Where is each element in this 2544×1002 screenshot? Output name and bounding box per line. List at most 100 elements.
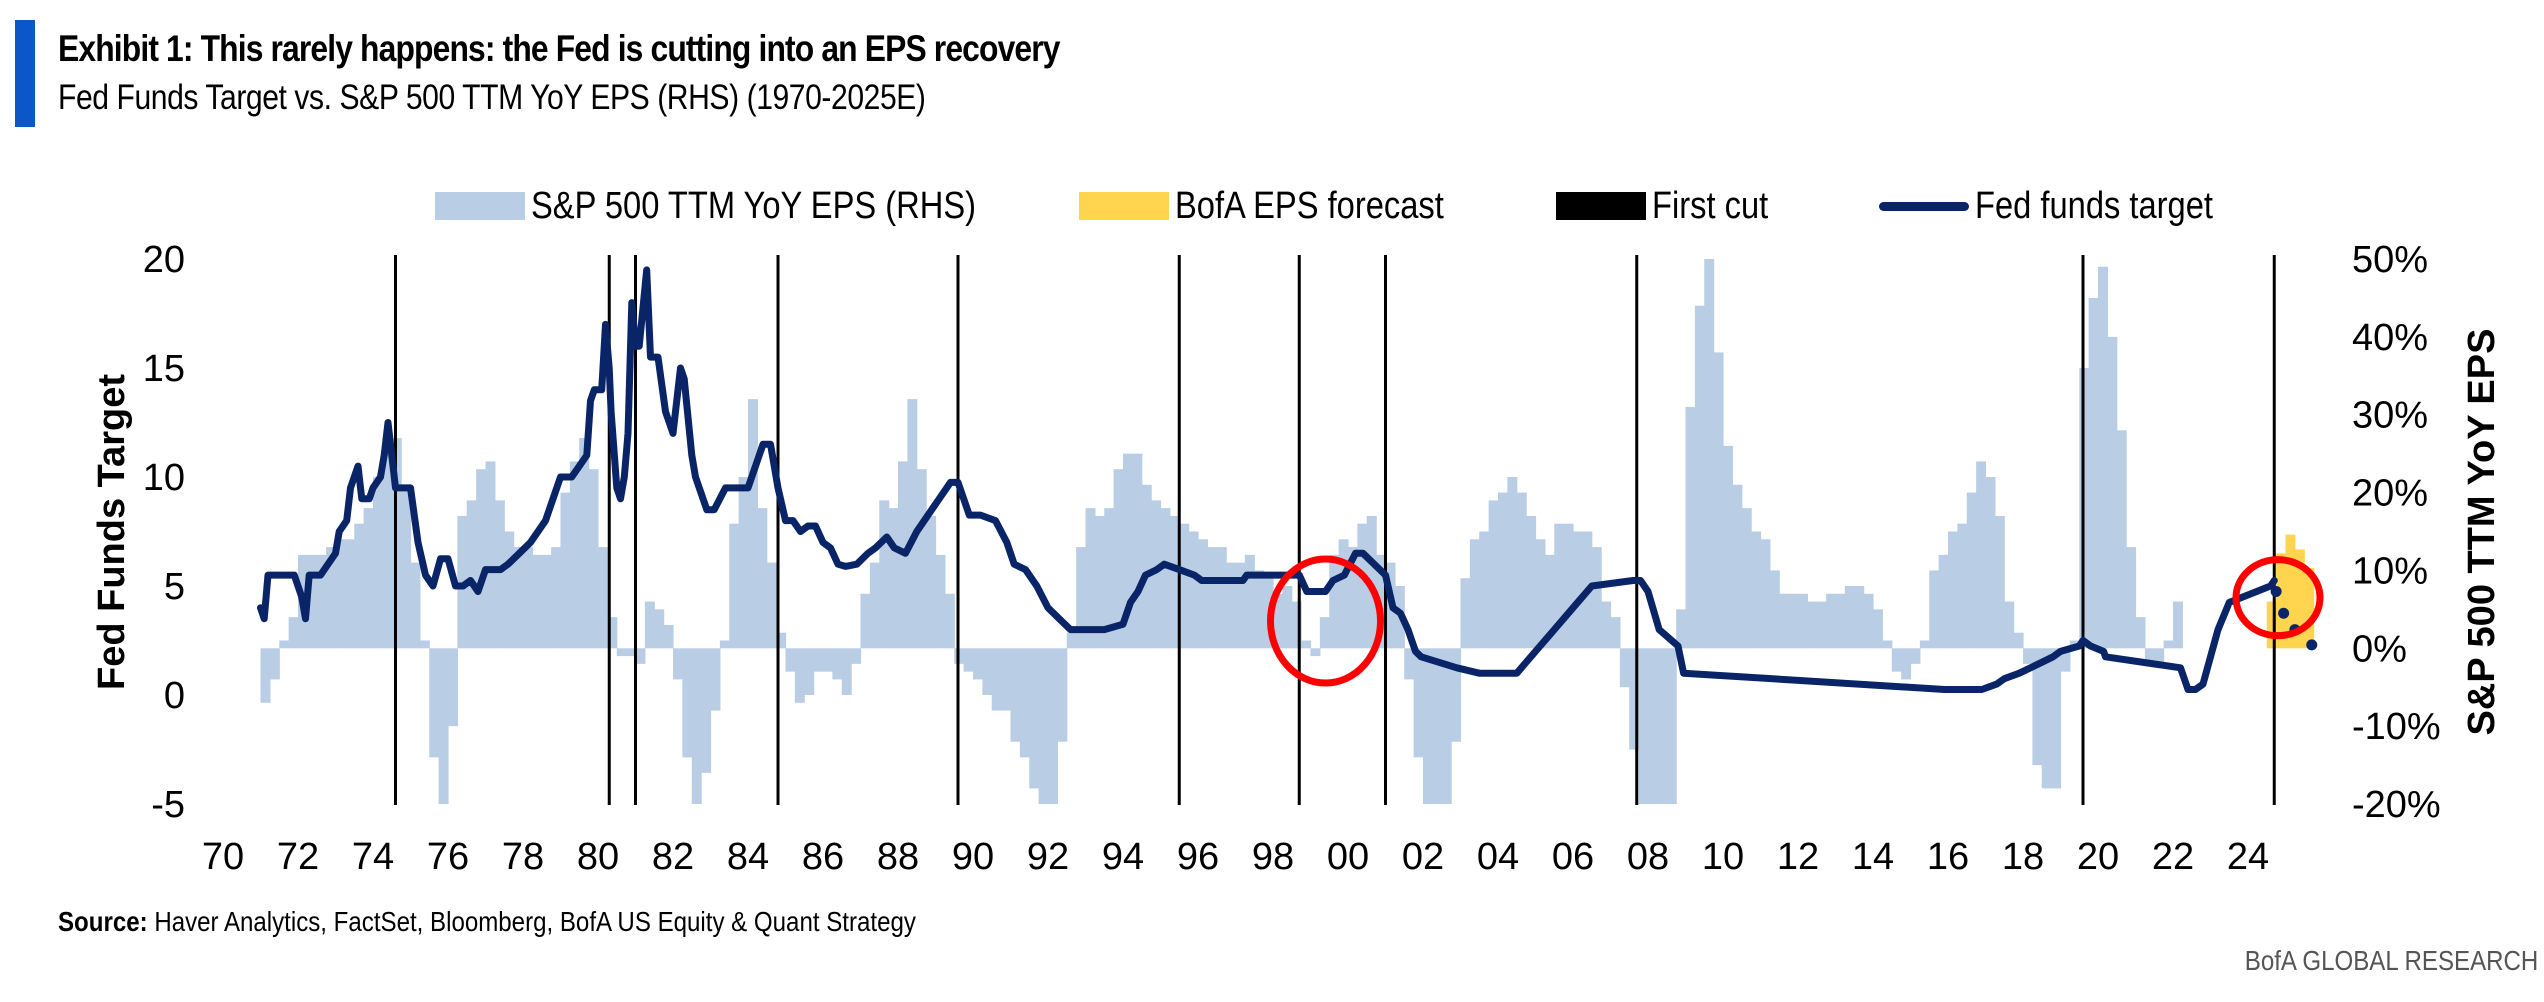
- eps-bar: [419, 640, 430, 649]
- eps-bar: [1207, 547, 1218, 649]
- eps-bar: [335, 539, 346, 649]
- eps-bar: [1019, 648, 1030, 758]
- eps-bar: [1085, 508, 1096, 649]
- eps-bar: [1563, 523, 1574, 649]
- eps-bar: [1704, 259, 1715, 649]
- eps-bar: [1910, 648, 1921, 664]
- eps-bar: [973, 648, 983, 680]
- eps-bar: [1141, 484, 1152, 649]
- left-axis-tick-label: 10: [143, 457, 185, 499]
- left-axis-tick-label: -5: [151, 784, 185, 826]
- eps-bar: [1357, 523, 1368, 649]
- eps-bar: [1601, 601, 1612, 649]
- legend-item-forecast: BofA EPS forecast: [1079, 184, 1488, 227]
- right-axis-tick-label: 10%: [2352, 550, 2428, 592]
- eps-bar: [1132, 453, 1143, 649]
- eps-bar: [813, 648, 824, 672]
- legend-label-eps: S&P 500 TTM YoY EPS (RHS): [531, 184, 977, 227]
- left-axis-tick-label: 15: [143, 348, 185, 390]
- eps-bar: [2051, 648, 2062, 789]
- legend-label-fed: Fed funds target: [1975, 184, 2213, 227]
- eps-bar: [307, 554, 318, 649]
- eps-bar: [888, 508, 899, 649]
- eps-bar: [2154, 648, 2165, 664]
- eps-bar: [663, 624, 674, 649]
- eps-bar: [1235, 562, 1246, 649]
- eps-bar: [1423, 648, 1433, 804]
- eps-bar: [344, 539, 355, 649]
- legend-label-forecast: BofA EPS forecast: [1175, 184, 1444, 227]
- source-text: Haver Analytics, FactSet, Bloomberg, Bof…: [154, 906, 916, 937]
- eps-bar: [1104, 508, 1115, 649]
- eps-bar: [1694, 305, 1705, 649]
- eps-bar: [748, 399, 758, 649]
- eps-bar: [738, 477, 749, 649]
- eps-bar: [1179, 523, 1190, 649]
- eps-bar: [1591, 547, 1602, 649]
- eps-bar: [991, 648, 1002, 711]
- eps-bar: [1919, 640, 1930, 649]
- eps-bar: [2023, 648, 2033, 664]
- eps-bar: [823, 648, 833, 672]
- forecast-bar: [2285, 534, 2296, 649]
- eps-bar: [1723, 445, 1733, 649]
- eps-bar: [1488, 500, 1499, 649]
- eps-bar: [513, 547, 524, 649]
- eps-bar: [1798, 593, 1808, 649]
- eps-bar: [1816, 601, 1827, 649]
- x-axis-tick-label: 72: [277, 836, 319, 878]
- eps-bar: [851, 648, 862, 664]
- eps-bar: [1282, 586, 1293, 649]
- eps-bar: [1001, 648, 1012, 711]
- eps-bar: [1413, 648, 1424, 758]
- eps-bar: [1113, 469, 1124, 649]
- x-axis-tick-label: 08: [1627, 836, 1669, 878]
- eps-bar: [682, 648, 693, 758]
- eps-bar: [569, 461, 580, 649]
- eps-bar: [373, 477, 383, 649]
- x-axis-tick-label: 98: [1252, 836, 1294, 878]
- eps-bar: [588, 469, 599, 649]
- eps-bar: [1901, 648, 1912, 680]
- x-axis-tick-label: 90: [952, 836, 994, 878]
- eps-bar: [2088, 297, 2099, 649]
- chart-subtitle: Fed Funds Target vs. S&P 500 TTM YoY EPS…: [58, 78, 926, 117]
- brand-label: BofA GLOBAL RESEARCH: [2244, 945, 2538, 976]
- eps-bar: [448, 648, 458, 727]
- left-axis-tick-label: 5: [164, 566, 185, 608]
- eps-bar: [1985, 477, 1996, 649]
- eps-bar: [457, 515, 468, 649]
- x-axis-tick-label: 06: [1552, 836, 1594, 878]
- eps-bar: [907, 399, 918, 649]
- eps-bar: [1938, 554, 1949, 649]
- eps-bar: [1516, 492, 1527, 649]
- accent-bar: [15, 20, 35, 127]
- eps-bar: [1526, 515, 1537, 649]
- eps-bar: [607, 617, 618, 649]
- legend-item-eps: S&P 500 TTM YoY EPS (RHS): [435, 184, 1048, 227]
- eps-bar: [626, 648, 637, 657]
- eps-bar: [1038, 648, 1049, 804]
- left-axis-tick-label: 0: [164, 675, 185, 717]
- eps-bar: [1244, 554, 1255, 649]
- eps-bar: [1882, 640, 1893, 649]
- x-axis-tick-label: 12: [1777, 836, 1819, 878]
- fed-forecast-dot: [2270, 585, 2282, 597]
- eps-bar: [710, 648, 721, 711]
- eps-bar: [1638, 648, 1649, 804]
- eps-bar: [1957, 523, 1968, 649]
- eps-bar: [541, 554, 552, 649]
- eps-bar: [476, 469, 487, 649]
- forecast-bars: [2266, 534, 2315, 649]
- eps-bar: [288, 617, 299, 649]
- x-axis-tick-label: 14: [1852, 836, 1894, 878]
- eps-bar: [860, 593, 871, 649]
- eps-bar: [916, 469, 927, 649]
- eps-bar: [1301, 640, 1312, 649]
- eps-bar: [326, 547, 337, 649]
- eps-bar: [1329, 554, 1340, 649]
- eps-bar: [1441, 648, 1452, 804]
- eps-bar: [1760, 539, 1771, 649]
- eps-bars: [260, 259, 2183, 804]
- x-axis-tick-label: 80: [577, 836, 619, 878]
